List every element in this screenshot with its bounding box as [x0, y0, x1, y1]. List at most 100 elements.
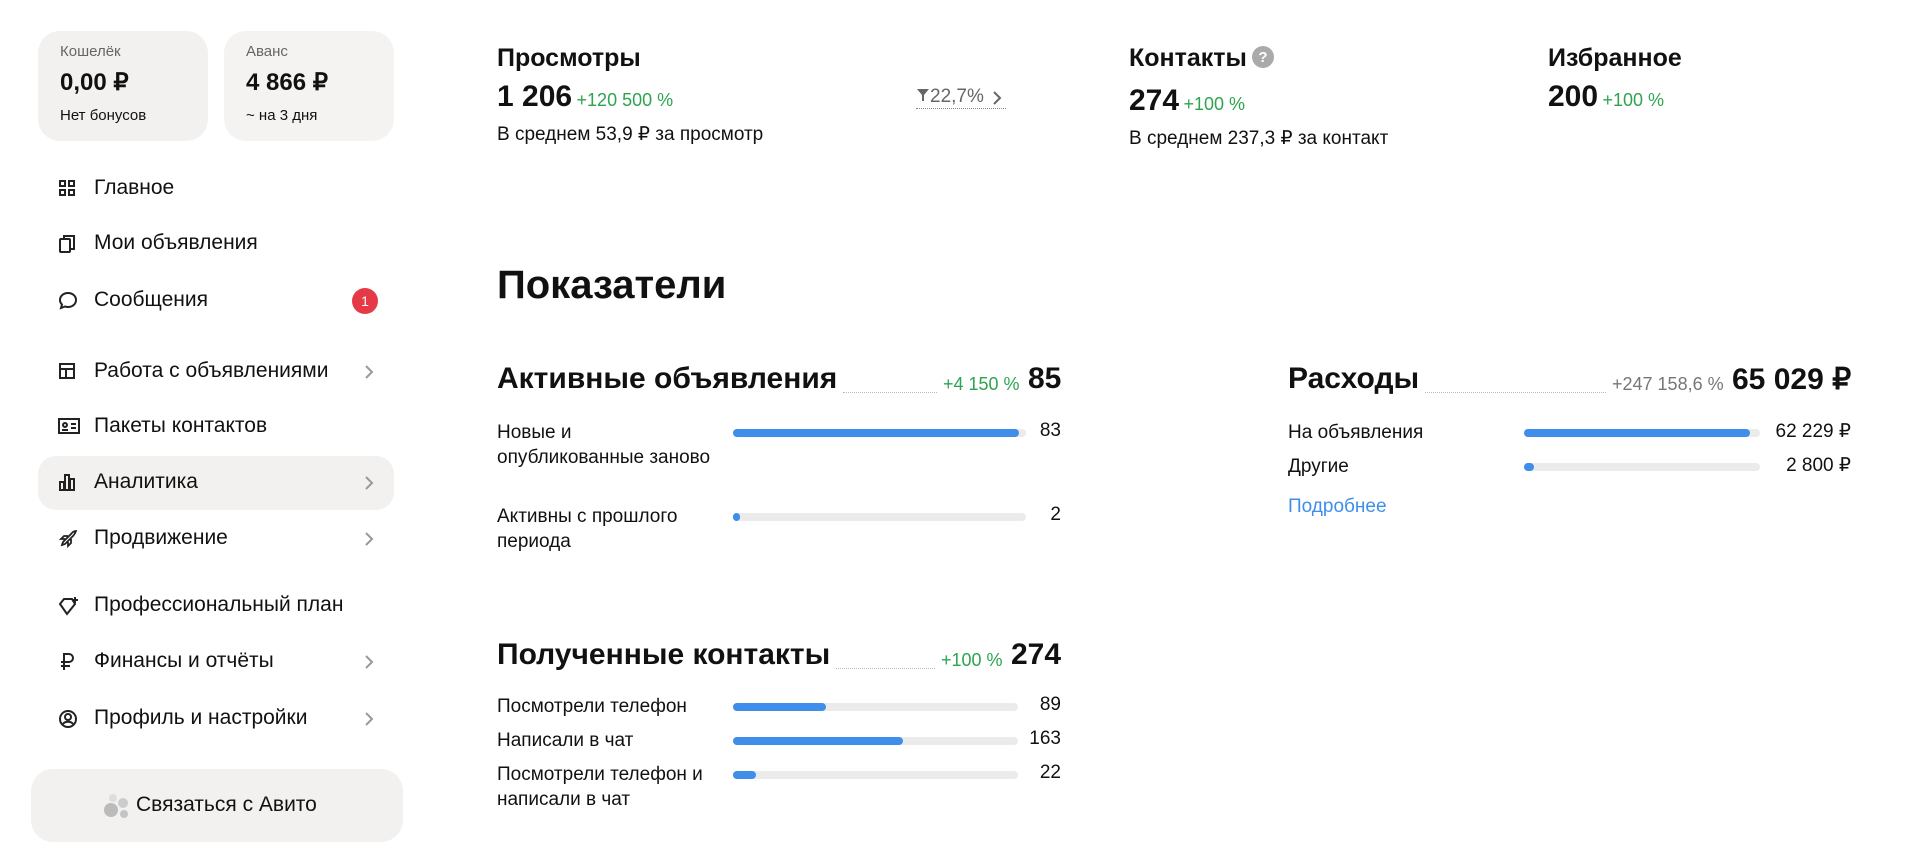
contact-button[interactable]: Связаться с Авито — [31, 769, 403, 842]
menu-item[interactable]: Финансы и отчёты — [38, 635, 394, 689]
block-title: Активные объявления — [497, 362, 838, 395]
bar-track — [733, 429, 1026, 437]
row-value: 163 — [1029, 728, 1061, 749]
summary-note: В среднем 53,9 ₽ за просмотр — [497, 124, 764, 145]
summary-title: Избранное — [1548, 44, 1682, 72]
advance-amount: 4 866 ₽ — [246, 69, 328, 96]
wallet-note: Нет бонусов — [60, 107, 147, 124]
block-total: 65 029 ₽ — [1732, 363, 1852, 396]
summary-value-row: 200 +100 % — [1548, 80, 1664, 114]
bar-fill — [733, 513, 740, 521]
bar-track — [733, 513, 1026, 521]
row-label: Активны с прошлого периода — [497, 506, 678, 552]
icon — [58, 597, 78, 616]
conversion-value: 22,7% — [930, 86, 984, 107]
summary-change: +120 500 % — [576, 90, 674, 110]
block-change: +4 150 % — [943, 374, 1020, 394]
svg-text:?: ? — [1259, 49, 1268, 66]
block-total: 85 — [1028, 362, 1062, 395]
chevron — [365, 532, 374, 546]
menu-item[interactable]: Профессиональный план — [38, 579, 394, 633]
summary-title-row: Контакты ? — [1129, 44, 1275, 73]
menu-item[interactable]: Профиль и настройки — [38, 692, 394, 746]
summary-title: Просмотры — [497, 44, 641, 72]
badge: 1 — [352, 288, 378, 314]
bar-track — [733, 737, 1018, 745]
advance-note: ~ на 3 дня — [246, 107, 318, 124]
bar-track — [1524, 463, 1760, 471]
icon — [104, 794, 128, 818]
row-value: 2 — [1050, 504, 1061, 525]
icon — [58, 418, 80, 434]
details-link[interactable]: Подробнее — [1288, 496, 1387, 517]
row-label: Другие — [1288, 456, 1349, 477]
menu-label: Аналитика — [94, 470, 198, 493]
section-title: Показатели — [497, 263, 727, 307]
summary-title: Контакты — [1129, 44, 1247, 72]
block-change: +100 % — [941, 650, 1003, 670]
chevron — [993, 91, 1002, 105]
dotted-leader — [836, 668, 935, 669]
summary-value-row: 1 206 +120 500 % — [497, 80, 673, 114]
advance-label: Аванс — [246, 43, 288, 60]
row-value: 83 — [1039, 420, 1061, 441]
bar-fill — [733, 703, 826, 711]
wallet-amount: 0,00 ₽ — [60, 69, 129, 96]
row-label: Посмотрели телефон и написали в чат — [497, 764, 703, 810]
menu-label: Мои объявления — [94, 231, 258, 254]
menu-item[interactable]: Работа с объявлениями — [38, 345, 394, 399]
menu-label: Главное — [94, 176, 175, 199]
icon — [59, 235, 75, 253]
row-label: Новые и опубликованные заново — [497, 422, 711, 468]
icon — [58, 291, 78, 310]
chevron — [365, 476, 374, 490]
row-value: 89 — [1039, 694, 1061, 715]
menu-item[interactable]: Главное — [38, 162, 394, 216]
bar-fill — [733, 771, 756, 779]
block-title: Полученные контакты — [497, 638, 831, 671]
icon — [61, 653, 74, 670]
menu-label: Профессиональный план — [94, 593, 344, 616]
bar-fill — [1524, 463, 1535, 471]
chevron — [365, 712, 374, 726]
conversion-link[interactable]: 22,7% — [916, 86, 1006, 109]
menu-item-active[interactable]: Аналитика — [38, 456, 394, 510]
row-value: 22 — [1039, 762, 1061, 783]
summary-change: +100 % — [1602, 90, 1665, 110]
summary-value: 200 — [1548, 80, 1599, 113]
summary-value: 274 — [1129, 84, 1180, 117]
menu-label: Продвижение — [94, 526, 228, 549]
row-value: 62 229 ₽ — [1775, 421, 1851, 442]
bar-fill — [1524, 429, 1750, 437]
bar-track — [733, 771, 1018, 779]
dotted-leader — [1425, 392, 1606, 393]
menu-label: Сообщения — [94, 288, 208, 311]
icon — [59, 363, 75, 379]
help-icon[interactable]: ? — [1251, 45, 1275, 69]
menu-label: Работа с объявлениями — [94, 359, 329, 382]
menu-label: Профиль и настройки — [94, 706, 308, 729]
icon — [59, 180, 75, 196]
menu-item[interactable]: Мои объявления — [38, 217, 394, 271]
chevron — [365, 365, 374, 379]
block-change: +247 158,6 % — [1612, 374, 1724, 394]
summary-value: 1 206 — [497, 80, 573, 113]
row-label: Написали в чат — [497, 730, 634, 751]
menu-item[interactable]: Сообщения 1 — [38, 274, 394, 328]
summary-note: В среднем 237,3 ₽ за контакт — [1129, 128, 1389, 149]
bar-track — [733, 703, 1018, 711]
block-total: 274 — [1011, 638, 1062, 671]
icon — [59, 474, 75, 491]
icon — [58, 530, 78, 549]
wallet-card[interactable]: Кошелёк 0,00 ₽ Нет бонусов — [38, 31, 208, 141]
row-value: 2 800 ₽ — [1786, 455, 1851, 476]
bar-track — [1524, 429, 1760, 437]
advance-card[interactable]: Аванс 4 866 ₽ ~ на 3 дня — [224, 31, 394, 141]
menu-item[interactable]: Пакеты контактов — [38, 400, 394, 454]
summary-change: +100 % — [1183, 94, 1246, 114]
menu-item[interactable]: Продвижение — [38, 512, 394, 566]
bar-fill — [733, 737, 903, 745]
icon — [59, 710, 77, 728]
